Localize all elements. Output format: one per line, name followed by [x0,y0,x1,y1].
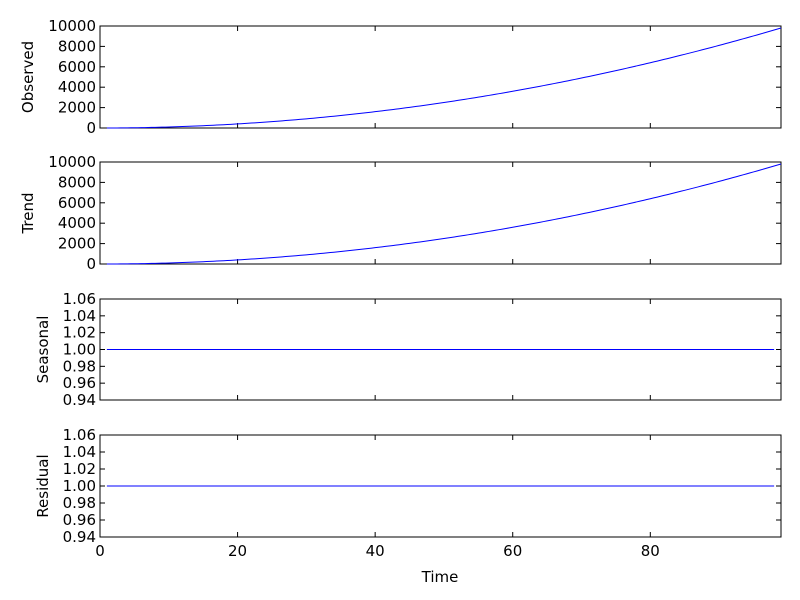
trend-series-line [106,163,782,265]
residual-ytick-label: 1.04 [63,443,96,461]
trend-ytick-label: 6000 [58,194,96,212]
observed-ytick-label: 4000 [58,78,96,96]
trend-ytick-label: 8000 [58,173,96,191]
observed-frame [99,25,782,129]
seasonal-ytick-label: 1.06 [63,290,96,308]
trend-ytick-label: 0 [86,255,96,273]
xtick-label: 0 [95,542,105,560]
subplots: 0 2000 4000 6000 8000 10000 Observed 0 2000 4000 6… [19,17,782,560]
residual-ylabel: Residual [34,454,52,517]
trend-ytick-label: 2000 [58,235,96,253]
xtick-label: 60 [503,542,522,560]
xtick-label: 40 [366,542,385,560]
seasonal-ytick-label: 0.98 [63,357,96,375]
residual-ytick-label: 0.98 [63,494,96,512]
residual-ytick-label: 1.00 [63,477,96,495]
xtick-label: 20 [228,542,247,560]
subplot-seasonal: 0.940.960.981.001.021.041.06 Seasonal [34,290,782,409]
seasonal-ytick-label: 1.02 [63,324,96,342]
seasonal-ytick-label: 0.94 [63,391,96,409]
x-axis-label: Time [421,568,459,586]
observed-ytick-label: 8000 [58,37,96,55]
observed-ytick-label: 6000 [58,58,96,76]
subplot-residual: 0.940.960.981.001.021.041.06 0 20 40 60 80 Res… [34,426,782,560]
observed-ytick-label: 10000 [48,17,96,35]
residual-ytick-label: 1.06 [63,426,96,444]
trend-frame [99,161,782,265]
seasonal-ylabel: Seasonal [34,316,52,384]
subplot-trend: 0 2000 4000 6000 8000 10000 Trend [19,153,782,273]
subplot-observed: 0 2000 4000 6000 8000 10000 Observed [19,17,782,137]
residual-ytick-label: 1.02 [63,460,96,478]
observed-ytick-label: 2000 [58,99,96,117]
residual-ytick-label: 0.96 [63,511,96,529]
seasonal-ytick-label: 1.00 [63,341,96,359]
residual-ytick-label: 0.94 [63,528,96,546]
trend-ylabel: Trend [19,192,37,234]
trend-ytick-label: 10000 [48,153,96,171]
observed-series-line [106,27,782,129]
seasonal-ytick-label: 0.96 [63,374,96,392]
seasonal-ytick-label: 1.04 [63,307,96,325]
xtick-label: 80 [641,542,660,560]
observed-ylabel: Observed [19,41,37,113]
trend-ytick-label: 4000 [58,214,96,232]
observed-ytick-label: 0 [86,119,96,137]
